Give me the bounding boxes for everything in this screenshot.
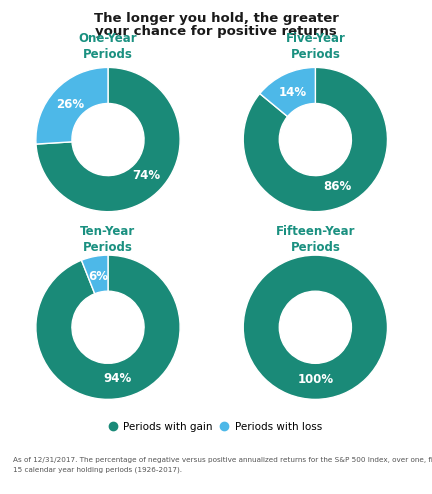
Text: 100%: 100%	[297, 372, 334, 386]
Text: 14%: 14%	[279, 86, 307, 99]
Wedge shape	[82, 255, 108, 294]
Text: 94%: 94%	[104, 372, 132, 385]
Text: 74%: 74%	[132, 168, 160, 182]
Wedge shape	[36, 68, 108, 144]
Legend: Periods with gain, Periods with loss: Periods with gain, Periods with loss	[110, 422, 322, 432]
Text: Fifteen-Year
Periods: Fifteen-Year Periods	[276, 225, 355, 254]
Text: Five-Year
Periods: Five-Year Periods	[286, 32, 345, 61]
Text: One-Year
Periods: One-Year Periods	[79, 32, 137, 61]
Text: 26%: 26%	[56, 97, 84, 111]
Wedge shape	[36, 255, 180, 399]
Text: The longer you hold, the greater: The longer you hold, the greater	[94, 12, 338, 25]
Text: As of 12/31/2017. The percentage of negative versus positive annualized returns : As of 12/31/2017. The percentage of nega…	[13, 457, 432, 463]
Wedge shape	[260, 68, 315, 117]
Text: Ten-Year
Periods: Ten-Year Periods	[80, 225, 136, 254]
Wedge shape	[36, 68, 180, 211]
Text: 86%: 86%	[323, 180, 352, 193]
Text: 6%: 6%	[88, 270, 108, 283]
Text: your chance for positive returns: your chance for positive returns	[95, 25, 337, 38]
Text: 15 calendar year holding periods (1926-2017).: 15 calendar year holding periods (1926-2…	[13, 467, 182, 473]
Wedge shape	[243, 255, 388, 399]
Wedge shape	[243, 68, 388, 211]
